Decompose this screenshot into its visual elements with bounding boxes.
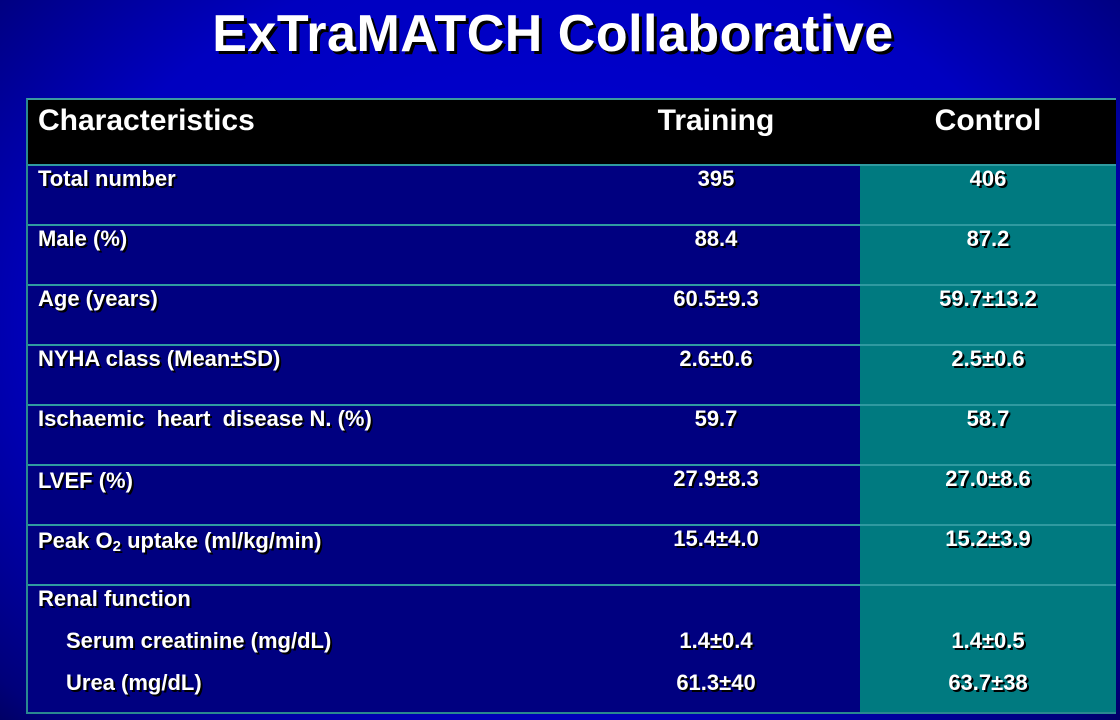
row-control-serum-creatinine: 1.4±0.5 xyxy=(951,628,1025,653)
row-label-renal-function: Renal function xyxy=(38,586,191,611)
row-control-ischaemic-heart-disease: 58.7 xyxy=(966,406,1010,431)
row-divider xyxy=(28,404,1116,406)
control-column-highlight xyxy=(860,164,1116,712)
row-control-total-number: 406 xyxy=(969,166,1007,191)
row-training-lvef: 27.9±8.3 xyxy=(673,466,759,491)
table-header-row xyxy=(28,100,1116,164)
row-control-male: 87.2 xyxy=(966,226,1010,251)
row-divider xyxy=(28,224,1116,226)
slide-title: ExTraMATCH Collaborative xyxy=(212,5,894,63)
row-training-ischaemic-heart-disease: 59.7 xyxy=(694,406,738,431)
header-characteristics: Characteristics xyxy=(38,104,255,137)
row-divider xyxy=(28,164,1116,166)
row-divider xyxy=(28,524,1116,526)
row-label-urea: Urea (mg/dL) xyxy=(66,670,202,695)
row-label-nyha-class: NYHA class (Mean±SD) xyxy=(38,346,281,371)
row-control-lvef: 27.0±8.6 xyxy=(945,466,1031,491)
row-label-peak-o2-uptake: Peak O2 uptake (ml/kg/min) xyxy=(38,528,321,555)
row-label-age: Age (years) xyxy=(38,286,158,311)
label-uptake-units: uptake (ml/kg/min) xyxy=(120,528,322,553)
row-divider xyxy=(28,464,1116,466)
row-training-total-number: 395 xyxy=(697,166,735,191)
row-label-total-number: Total number xyxy=(38,166,176,191)
row-training-serum-creatinine: 1.4±0.4 xyxy=(679,628,753,653)
row-divider xyxy=(28,584,1116,586)
header-training: Training xyxy=(657,104,775,137)
row-control-peak-o2-uptake: 15.2±3.9 xyxy=(945,526,1031,551)
row-control-nyha-class: 2.5±0.6 xyxy=(951,346,1025,371)
label-peak-o: Peak O xyxy=(38,528,113,553)
row-label-male: Male (%) xyxy=(38,226,128,251)
row-label-ischaemic-heart-disease: Ischaemic heart disease N. (%) xyxy=(38,406,372,431)
row-divider xyxy=(28,284,1116,286)
row-label-lvef: LVEF (%) xyxy=(38,468,133,493)
characteristics-table: Characteristics Training Control Total n… xyxy=(26,98,1116,714)
row-training-nyha-class: 2.6±0.6 xyxy=(679,346,753,371)
label-subscript-2: 2 xyxy=(112,538,121,555)
row-training-urea: 61.3±40 xyxy=(676,670,756,695)
row-divider xyxy=(28,344,1116,346)
row-label-serum-creatinine: Serum creatinine (mg/dL) xyxy=(66,628,332,653)
row-training-peak-o2-uptake: 15.4±4.0 xyxy=(673,526,759,551)
header-control: Control xyxy=(934,104,1042,137)
row-training-male: 88.4 xyxy=(694,226,738,251)
row-control-age: 59.7±13.2 xyxy=(939,286,1037,311)
row-control-urea: 63.7±38 xyxy=(948,670,1028,695)
row-training-age: 60.5±9.3 xyxy=(673,286,759,311)
